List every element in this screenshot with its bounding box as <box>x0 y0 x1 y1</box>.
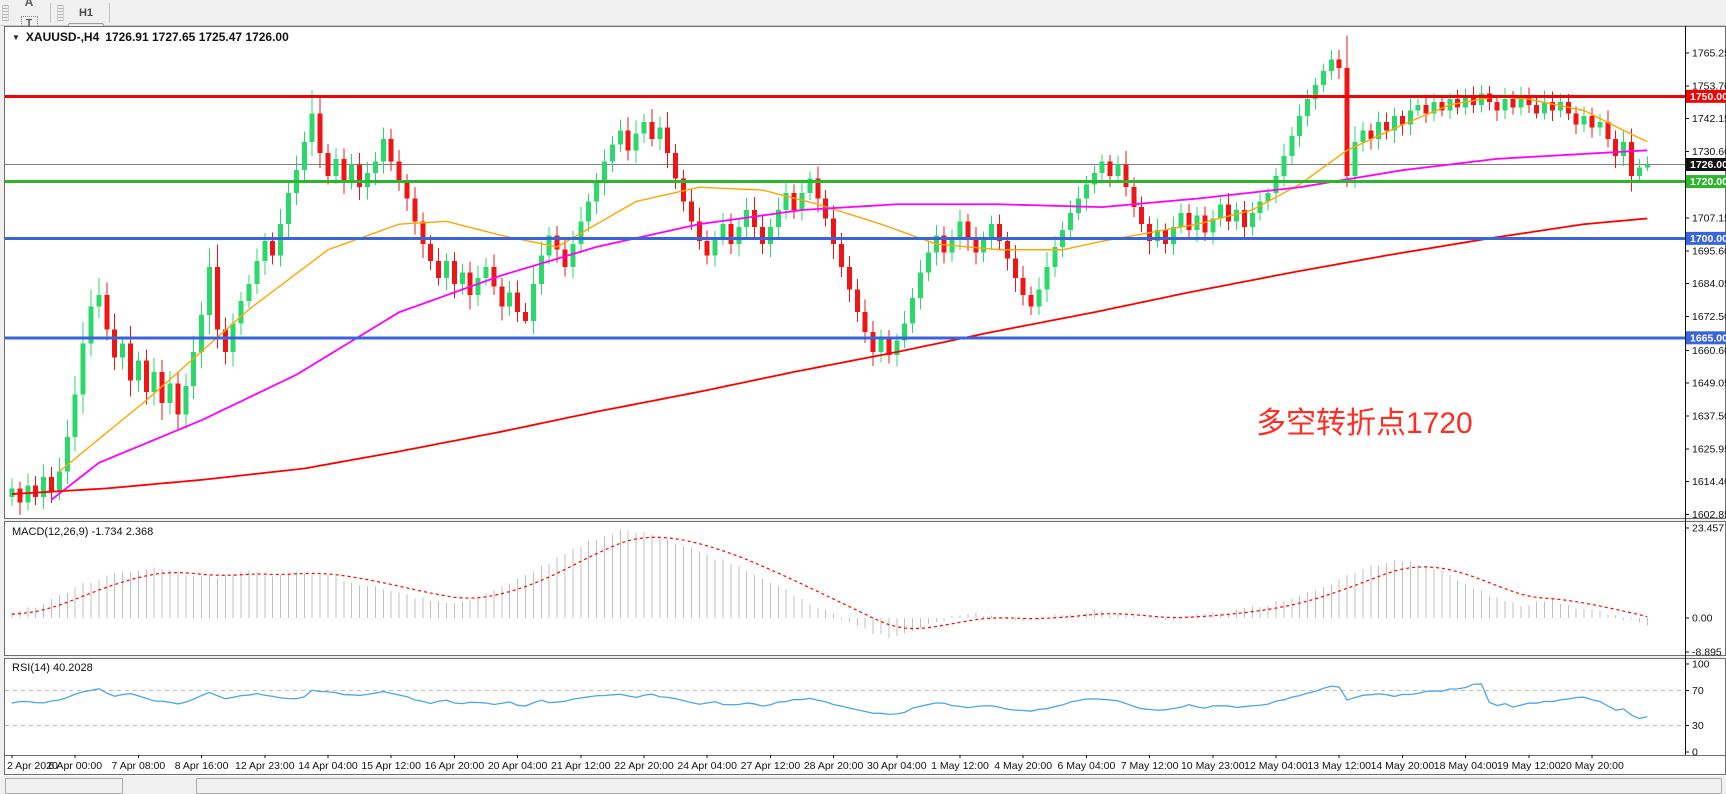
chart-canvas[interactable]: 1765.25 1753.70 1742.15 1730.60 1707.15 1695.… <box>4 26 1726 775</box>
svg-text:100: 100 <box>1692 659 1710 671</box>
chart-ohlc-values: 1726.91 1727.65 1725.47 1726.00 <box>105 30 289 44</box>
svg-text:0.00: 0.00 <box>1692 613 1713 625</box>
svg-text:1750.00: 1750.00 <box>1690 91 1726 103</box>
status-cell <box>196 778 1722 794</box>
svg-text:0: 0 <box>1692 747 1698 759</box>
status-cell <box>5 778 123 794</box>
svg-text:6 May 04:00: 6 May 04:00 <box>1058 760 1116 772</box>
svg-text:30 Apr 04:00: 30 Apr 04:00 <box>867 760 927 772</box>
svg-text:1720.00: 1720.00 <box>1690 176 1726 188</box>
price-axis-labels: 1765.25 1753.70 1742.15 1730.60 1707.15 1695.… <box>1685 48 1726 759</box>
svg-text:1684.05: 1684.05 <box>1692 278 1726 290</box>
price-badge-1720.00: 1720.00 <box>1686 175 1726 189</box>
tf-button-H1[interactable]: H1 <box>78 6 94 19</box>
svg-text:1726.00: 1726.00 <box>1690 159 1726 171</box>
price-axis[interactable] <box>1685 26 1726 755</box>
svg-text:1602.85: 1602.85 <box>1692 509 1726 521</box>
svg-text:21 Apr 12:00: 21 Apr 12:00 <box>551 760 611 772</box>
svg-text:1614.40: 1614.40 <box>1692 476 1726 488</box>
svg-text:10 May 23:00: 10 May 23:00 <box>1181 760 1245 772</box>
svg-text:24 Apr 04:00: 24 Apr 04:00 <box>677 760 737 772</box>
svg-text:1 May 12:00: 1 May 12:00 <box>931 760 989 772</box>
svg-text:12 Apr 23:00: 12 Apr 23:00 <box>235 760 295 772</box>
svg-text:20 May 20:00: 20 May 20:00 <box>1560 760 1624 772</box>
label-a-icon[interactable]: A <box>24 0 34 9</box>
toolbar-grip[interactable] <box>2 4 9 21</box>
svg-text:15 Apr 12:00: 15 Apr 12:00 <box>361 760 421 772</box>
svg-text:1665.00: 1665.00 <box>1690 332 1726 344</box>
svg-text:1742.15: 1742.15 <box>1692 113 1726 125</box>
slow-ma-line[interactable] <box>11 217 1648 495</box>
svg-text:2 Apr 2020: 2 Apr 2020 <box>7 760 58 772</box>
svg-text:70: 70 <box>1692 685 1704 697</box>
svg-text:1649.05: 1649.05 <box>1692 378 1726 390</box>
main-toolbar: FAT⇅▾ M1M5M15M30H1H4D1W1MN <box>0 0 1726 103</box>
svg-text:-8.895: -8.895 <box>1692 647 1722 659</box>
svg-text:27 Apr 12:00: 27 Apr 12:00 <box>741 760 801 772</box>
svg-text:16 Apr 20:00: 16 Apr 20:00 <box>425 760 485 772</box>
svg-text:19 May 12:00: 19 May 12:00 <box>1497 760 1561 772</box>
chart-title: ▼ XAUUSD-,H4 1726.91 1727.65 1725.47 1726.… <box>12 30 289 44</box>
time-axis[interactable] <box>4 755 1685 775</box>
pane-separator[interactable] <box>4 655 1726 659</box>
mid-ma-line[interactable] <box>50 149 1648 501</box>
macd-indicator-label: MACD(12,26,9) -1.734 2.368 <box>12 526 154 538</box>
price-badge-1665.00: 1665.00 <box>1686 331 1726 345</box>
chart-annotation-text[interactable]: 多空转折点1720 <box>1256 407 1473 440</box>
rsi-pane <box>5 683 1685 727</box>
rsi-indicator-label: RSI(14) 40.2028 <box>12 662 93 674</box>
svg-text:1730.60: 1730.60 <box>1692 146 1726 158</box>
svg-text:13 May 12:00: 13 May 12:00 <box>1307 760 1371 772</box>
svg-text:4 May 20:00: 4 May 20:00 <box>994 760 1052 772</box>
svg-text:14 Apr 04:00: 14 Apr 04:00 <box>298 760 358 772</box>
svg-text:1700.00: 1700.00 <box>1690 233 1726 245</box>
svg-text:20 Apr 04:00: 20 Apr 04:00 <box>488 760 548 772</box>
macd-signal-line <box>11 536 1648 630</box>
svg-text:22 Apr 20:00: 22 Apr 20:00 <box>614 760 674 772</box>
toolbar-separator <box>50 2 51 23</box>
svg-text:7 Apr 08:00: 7 Apr 08:00 <box>112 760 166 772</box>
toolbar-separator-2 <box>109 2 110 23</box>
timeframe-toolbar-grip[interactable] <box>57 4 64 21</box>
svg-text:1637.50: 1637.50 <box>1692 410 1726 422</box>
chart-symbol-period: XAUUSD-,H4 <box>25 30 100 44</box>
svg-text:7 May 12:00: 7 May 12:00 <box>1121 760 1179 772</box>
svg-text:1707.15: 1707.15 <box>1692 213 1726 225</box>
svg-text:1765.25: 1765.25 <box>1692 48 1726 60</box>
chart-menu-caret[interactable]: ▼ <box>12 32 20 42</box>
svg-text:30: 30 <box>1692 720 1704 732</box>
svg-text:28 Apr 20:00: 28 Apr 20:00 <box>804 760 864 772</box>
svg-text:8 Apr 16:00: 8 Apr 16:00 <box>175 760 229 772</box>
chart-window[interactable]: 1765.25 1753.70 1742.15 1730.60 1707.15 1695.… <box>4 26 1726 775</box>
svg-text:1753.70: 1753.70 <box>1692 80 1726 92</box>
macd-pane <box>11 529 1648 639</box>
svg-text:1625.95: 1625.95 <box>1692 443 1726 455</box>
pane-separator[interactable] <box>4 518 1726 522</box>
svg-text:1695.60: 1695.60 <box>1692 245 1726 257</box>
price-badge-1700.00: 1700.00 <box>1686 231 1726 245</box>
price-badge-1726.00: 1726.00 <box>1686 158 1726 172</box>
svg-text:1660.60: 1660.60 <box>1692 345 1726 357</box>
svg-text:14 May 20:00: 14 May 20:00 <box>1371 760 1435 772</box>
price-badge-1750.00: 1750.00 <box>1686 89 1726 103</box>
svg-text:12 May 04:00: 12 May 04:00 <box>1244 760 1308 772</box>
svg-text:6 Apr 00:00: 6 Apr 00:00 <box>48 760 102 772</box>
svg-text:23.457: 23.457 <box>1692 523 1724 535</box>
svg-text:18 May 04:00: 18 May 04:00 <box>1434 760 1498 772</box>
rsi-line <box>11 683 1648 720</box>
candles-group <box>9 35 1650 515</box>
fast-ma-line[interactable] <box>58 95 1648 472</box>
svg-text:1672.50: 1672.50 <box>1692 311 1726 323</box>
